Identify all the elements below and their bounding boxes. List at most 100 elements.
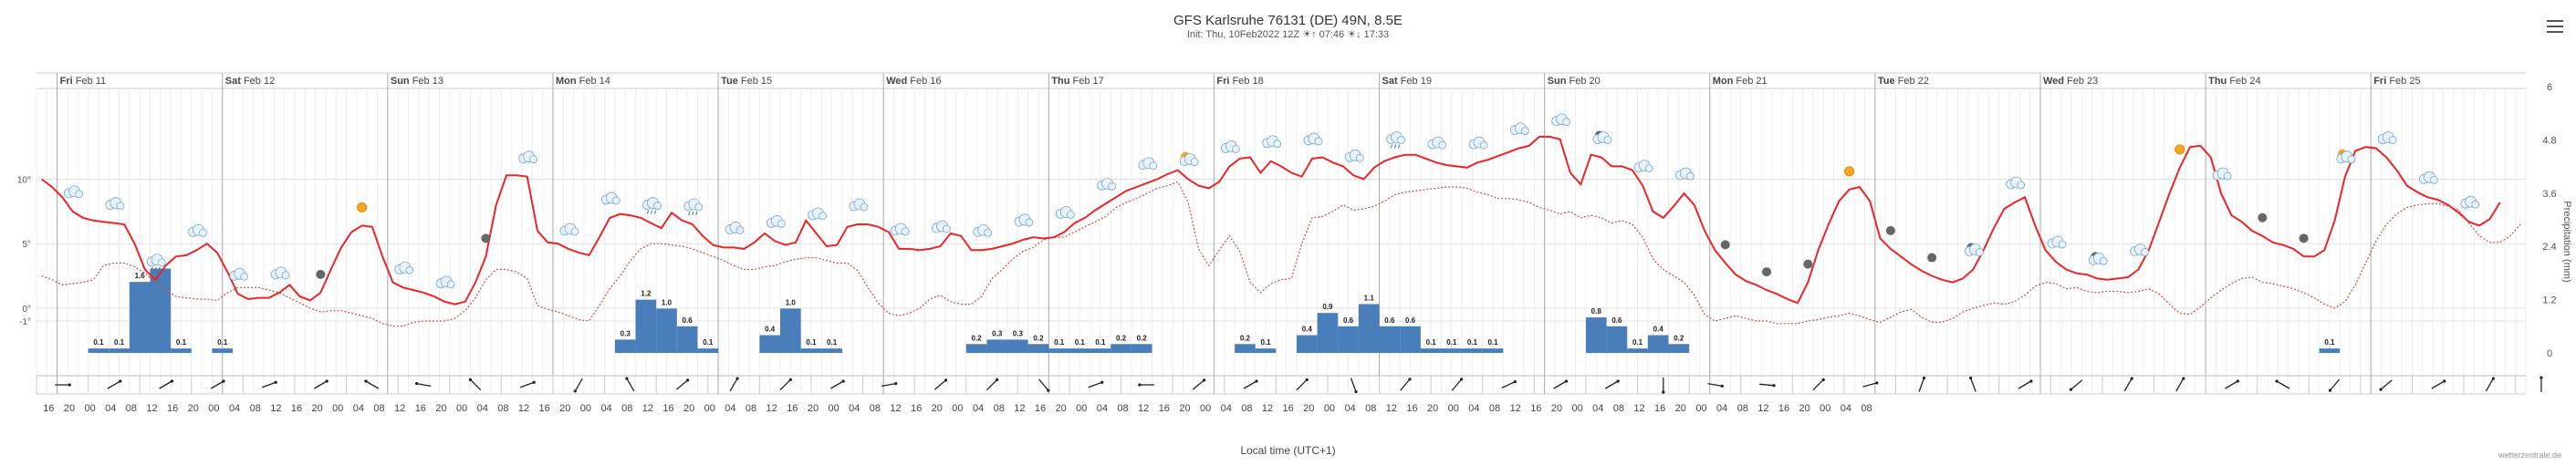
precip-bar-label: 0.1 — [114, 338, 125, 347]
moon-cloud-icon — [2088, 252, 2108, 265]
rain-cloud-icon — [1386, 131, 1405, 149]
precip-bar — [150, 268, 172, 353]
wind-arrow-head — [841, 379, 845, 383]
cloud-icon — [518, 150, 538, 164]
cloud-icon — [270, 266, 290, 280]
wind-arrow-icon — [1192, 379, 1205, 390]
wind-arrow-head — [170, 379, 174, 383]
cloud-icon — [1468, 136, 1488, 150]
wind-arrow-icon — [159, 380, 172, 389]
wind-arrow-head — [573, 389, 577, 393]
sunset-icon: ☀↓ — [1347, 29, 1364, 40]
hour-tick-label: 08 — [373, 403, 384, 414]
wind-arrow-head — [532, 380, 536, 384]
day-label: Fri Feb 25 — [2373, 76, 2420, 87]
wind-arrow-head — [1255, 379, 1258, 383]
precip-bar-label: 1.0 — [662, 298, 673, 306]
wind-arrow-icon — [1400, 378, 1411, 391]
precip-bar — [1420, 348, 1442, 353]
precip-bar — [676, 326, 698, 353]
hamburger-menu-icon[interactable] — [2547, 20, 2563, 33]
wind-arrow-icon — [469, 378, 482, 391]
wind-arrow-icon — [1451, 378, 1463, 391]
wind-arrow-icon — [314, 380, 328, 389]
wind-arrow-icon — [2123, 378, 2133, 392]
precip-bar — [2319, 348, 2341, 353]
precip-bar-label: 1.1 — [1364, 294, 1375, 302]
hour-tick-label: 00 — [580, 403, 591, 414]
cloud-icon — [766, 214, 786, 228]
hour-tick-label: 08 — [1613, 403, 1624, 414]
cloud-icon — [1303, 132, 1323, 146]
hour-tick-label: 16 — [1530, 403, 1541, 414]
hour-tick-label: 16 — [167, 403, 178, 414]
wind-arrow-icon — [779, 378, 791, 391]
hour-tick-label: 12 — [1757, 403, 1768, 414]
precip-bar — [800, 348, 822, 353]
precip-bar-label: 0.6 — [1611, 316, 1622, 325]
precip-bar — [1585, 317, 1607, 353]
day-label: Wed Feb 16 — [886, 76, 941, 87]
precip-bar — [1627, 348, 1648, 353]
precip-bar-label: 1.6 — [135, 272, 146, 280]
wind-arrow-icon — [1350, 378, 1357, 392]
hour-tick-label: 04 — [477, 403, 488, 414]
precip-bar-label: 0.6 — [1405, 316, 1416, 325]
cloud-icon — [1551, 113, 1571, 127]
hour-tick-label: 16 — [291, 403, 302, 414]
sun-cloud-icon — [2336, 149, 2356, 164]
init-time: Init: Thu, 10Feb2022 12Z — [1186, 29, 1300, 40]
hour-tick-label: 16 — [43, 403, 54, 414]
hour-tick-label: 00 — [1200, 403, 1211, 414]
day-label: Sun Feb 13 — [391, 76, 443, 87]
precip-bar-label: 0.3 — [1013, 329, 1024, 337]
hour-tick-label: 00 — [1324, 403, 1335, 414]
wind-arrow-icon — [574, 378, 583, 392]
hour-tick-label: 00 — [1448, 403, 1459, 414]
hour-tick-label: 04 — [1841, 403, 1851, 414]
hour-tick-label: 20 — [559, 403, 570, 414]
hour-tick-label: 08 — [250, 403, 261, 414]
hour-tick-label: 08 — [621, 403, 632, 414]
sunrise-icon: ☀↑ — [1302, 29, 1319, 40]
hour-tick-label: 04 — [105, 403, 116, 414]
cloud-icon — [2460, 195, 2480, 209]
hour-tick-label: 16 — [1778, 403, 1789, 414]
hour-tick-label: 12 — [890, 403, 901, 414]
precip-bar — [1668, 344, 1690, 353]
hour-tick-label: 04 — [229, 403, 240, 414]
hour-tick-label: 08 — [1365, 403, 1376, 414]
precip-bar-label: 0.4 — [765, 326, 776, 334]
precip-bar — [1379, 326, 1401, 353]
wind-arrow-head — [1100, 380, 1104, 384]
precip-tick-label: 6 — [2547, 82, 2552, 93]
wind-arrow-icon — [2380, 379, 2393, 390]
wind-arrow-icon — [1918, 378, 1925, 392]
precip-bar-label: 0.1 — [1467, 338, 1478, 347]
wind-arrow-head — [1772, 384, 1776, 388]
wind-arrow-head — [468, 378, 473, 381]
precip-bar — [1007, 339, 1028, 353]
cloud-icon — [1014, 213, 1034, 227]
precip-bar — [656, 308, 677, 353]
wind-arrow-icon — [729, 378, 738, 392]
credits-link[interactable]: wetterzentrale.de — [2498, 450, 2561, 460]
precip-bar — [759, 335, 781, 353]
precip-bar-label: 0.1 — [1426, 338, 1437, 347]
precip-bar-label: 0.6 — [1384, 316, 1395, 325]
hour-tick-label: 20 — [1303, 403, 1314, 414]
hour-tick-label: 12 — [1386, 403, 1397, 414]
precip-bar-label: 0.2 — [1674, 334, 1684, 342]
moon-icon — [1803, 259, 1813, 269]
dewpoint-line — [41, 181, 2521, 327]
wind-arrow-icon — [2225, 380, 2238, 389]
moon-cloud-icon — [1592, 130, 1612, 144]
wind-arrow-head — [2275, 379, 2279, 383]
precip-bar-label: 0.1 — [1632, 338, 1643, 347]
cloud-icon — [1138, 157, 1158, 171]
precip-bar-label: 0.2 — [972, 334, 983, 342]
hour-tick-label: 04 — [600, 403, 611, 414]
chart-subtitle: Init: Thu, 10Feb2022 12Z ☀↑ 07:46 ☀↓ 17:… — [0, 28, 2576, 40]
cloud-icon — [229, 267, 249, 281]
precip-bar-label: 1.2 — [641, 290, 652, 298]
